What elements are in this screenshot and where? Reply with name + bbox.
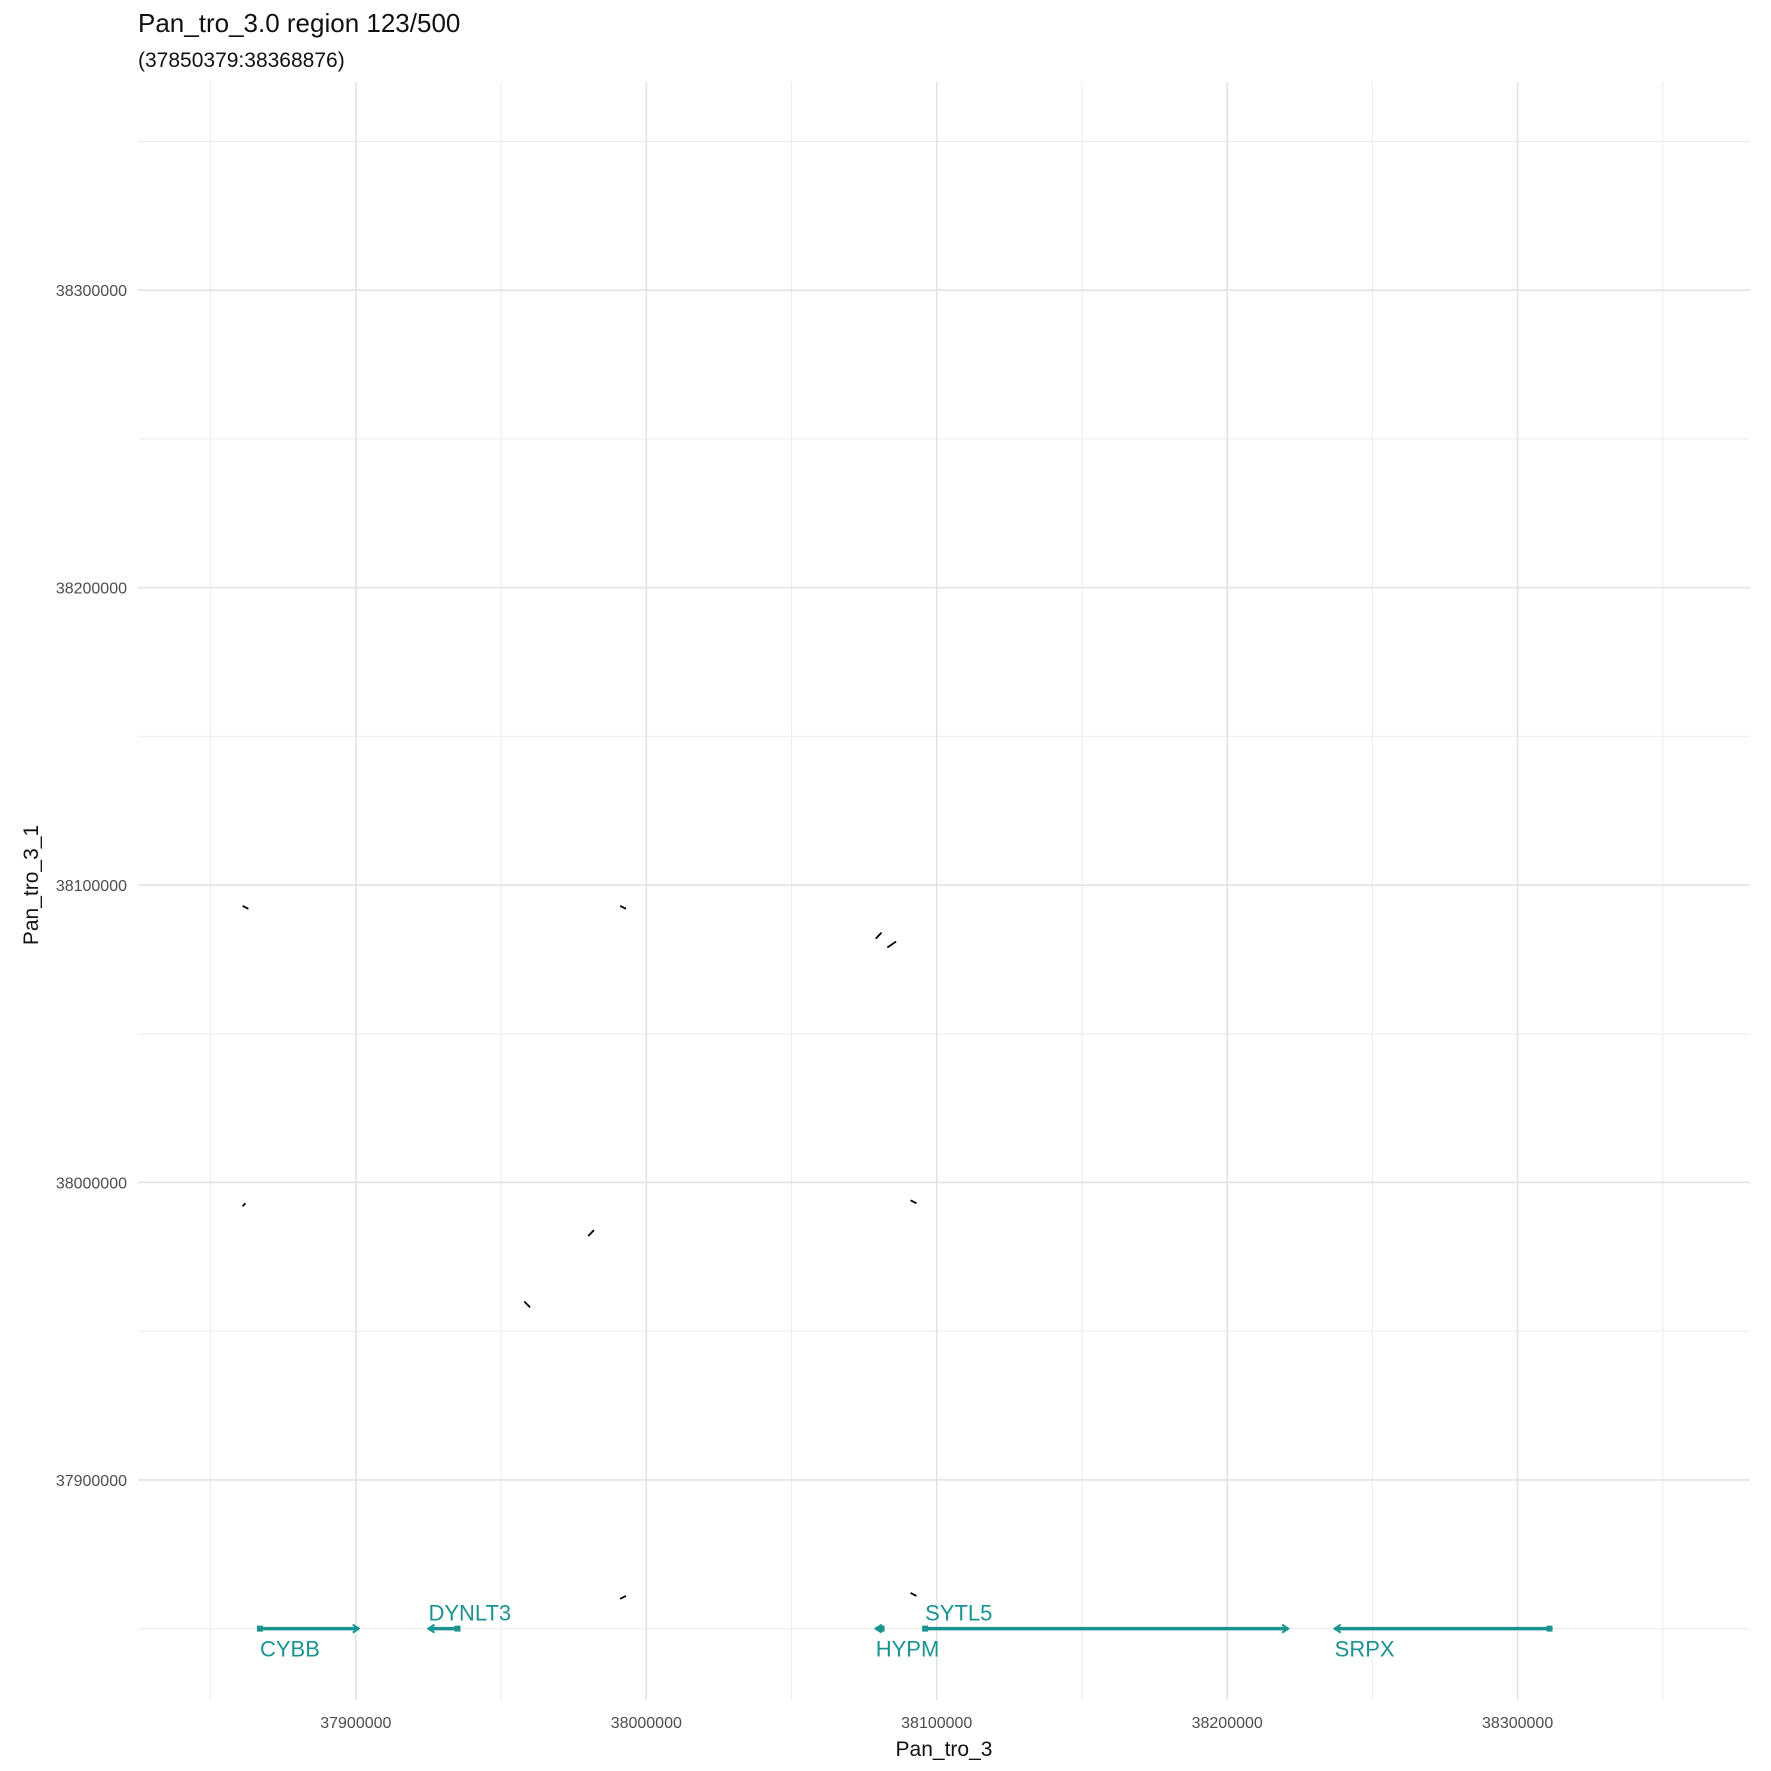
gene-label: SYTL5 xyxy=(925,1601,992,1626)
grid xyxy=(138,82,1750,1700)
gene-start-marker xyxy=(454,1625,461,1632)
alignment-segment xyxy=(619,905,627,910)
x-tick-label: 38000000 xyxy=(611,1715,682,1732)
alignment-segment xyxy=(619,1595,627,1600)
gene-dynlt3: DYNLT3 xyxy=(426,1601,511,1634)
y-tick-label: 38000000 xyxy=(56,1175,127,1192)
gene-arrowhead xyxy=(873,1623,883,1634)
gene-arrowhead xyxy=(1332,1623,1342,1634)
gene-label: SRPX xyxy=(1335,1637,1395,1662)
gene-label: HYPM xyxy=(876,1637,940,1662)
segments xyxy=(241,905,917,1600)
x-tick-label: 37900000 xyxy=(320,1715,391,1732)
gene-arrowhead xyxy=(352,1623,361,1634)
gene-srpx: SRPX xyxy=(1332,1623,1553,1662)
genes: CYBB DYNLT3 HYPM SYTL5 SRPX xyxy=(256,1601,1553,1662)
y-tick-label: 38100000 xyxy=(56,878,127,895)
chart-subtitle: (37850379:38368876) xyxy=(138,49,345,72)
x-tick-label: 38100000 xyxy=(901,1715,972,1732)
x-tick-label: 38300000 xyxy=(1482,1715,1553,1732)
y-tick-label: 38300000 xyxy=(56,283,127,300)
gene-arrowhead xyxy=(1281,1623,1290,1634)
y-axis-title: Pan_tro_3_1 xyxy=(20,825,43,945)
gene-start-marker xyxy=(1546,1625,1553,1632)
gene-sytl5: SYTL5 xyxy=(922,1601,1290,1634)
y-tick-label: 38200000 xyxy=(56,581,127,598)
x-tick-labels: 37900000 38000000 38100000 38200000 38300000 xyxy=(320,1715,1553,1732)
alignment-segment xyxy=(910,1199,917,1205)
gene-start-marker xyxy=(878,1625,885,1632)
alignment-segment xyxy=(241,1202,247,1207)
gene-arrowhead xyxy=(426,1623,436,1634)
alignment-segment xyxy=(242,905,249,910)
y-tick-label: 37900000 xyxy=(56,1473,127,1490)
gene-label: CYBB xyxy=(260,1637,320,1662)
alignment-segment xyxy=(875,932,883,940)
chart-title: Pan_tro_3.0 region 123/500 xyxy=(138,8,460,38)
gene-cybb: CYBB xyxy=(256,1623,361,1662)
alignment-segment xyxy=(587,1229,595,1237)
gene-hypm: HYPM xyxy=(873,1623,940,1662)
gene-label: DYNLT3 xyxy=(428,1601,511,1626)
alignment-segment xyxy=(523,1300,531,1309)
y-tick-labels: 37900000 38000000 38100000 38200000 38300000 xyxy=(56,283,127,1490)
x-axis-title: Pan_tro_3 xyxy=(896,1738,993,1761)
alignment-segment xyxy=(910,1592,917,1597)
gene-start-marker xyxy=(256,1625,263,1632)
gene-start-marker xyxy=(922,1625,929,1632)
alignment-segment xyxy=(886,940,897,949)
x-tick-label: 38200000 xyxy=(1192,1715,1263,1732)
